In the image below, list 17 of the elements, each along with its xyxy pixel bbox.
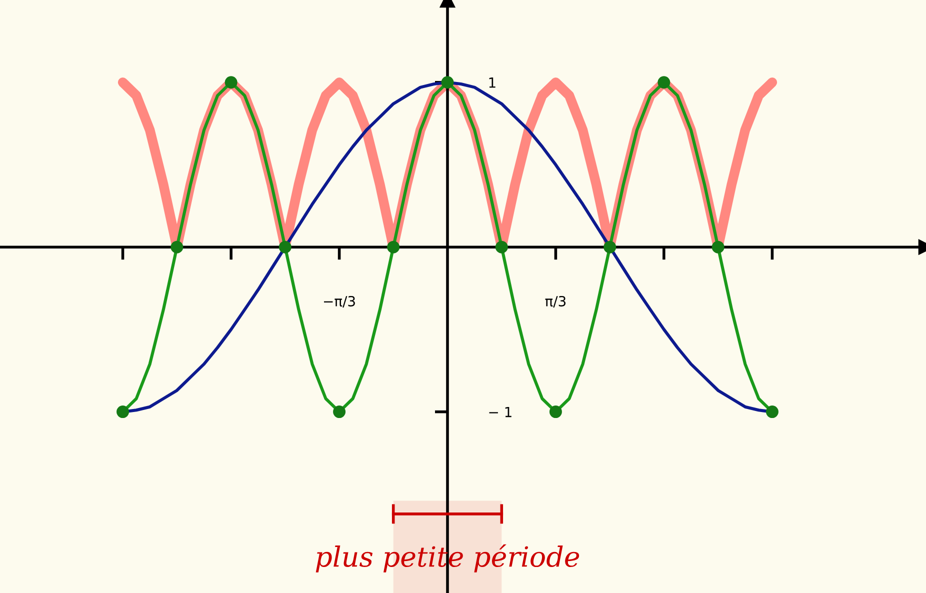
y-tick-label: − 1: [489, 406, 512, 418]
point: [549, 406, 562, 418]
y-tick-label: 1: [489, 78, 496, 88]
point: [495, 240, 508, 254]
point: [116, 406, 130, 418]
point: [441, 76, 454, 89]
point: [387, 240, 400, 254]
point: [658, 76, 670, 89]
point: [224, 76, 238, 89]
point: [278, 240, 292, 254]
point: [333, 406, 346, 418]
point: [604, 240, 616, 254]
x-tick-label: −π/3: [324, 296, 355, 308]
point: [766, 406, 778, 418]
point: [170, 240, 184, 254]
point: [712, 240, 724, 254]
x-tick-label: π/3: [545, 296, 566, 308]
